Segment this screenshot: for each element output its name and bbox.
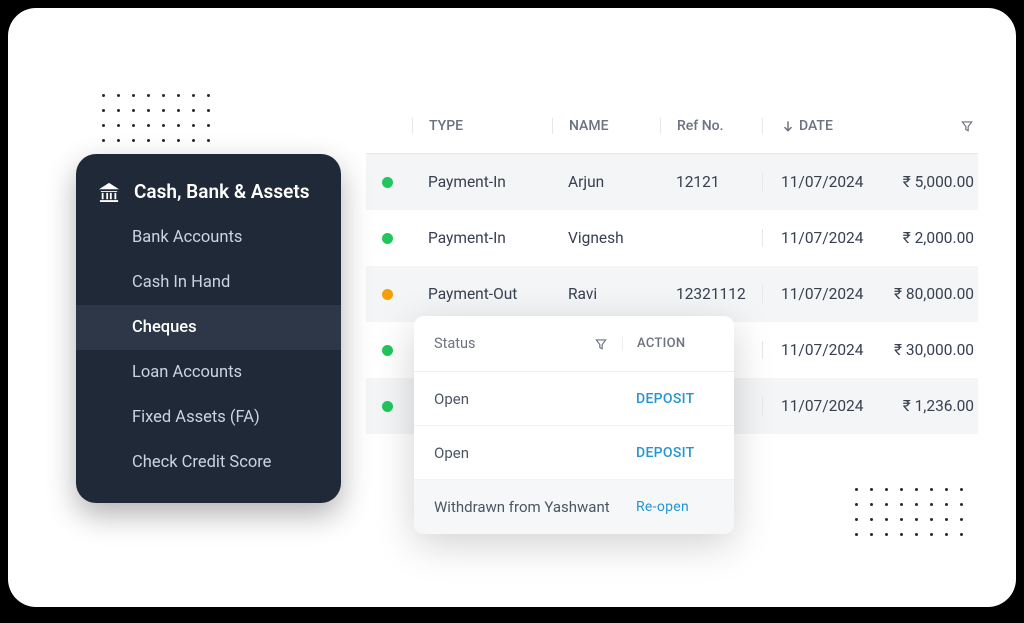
table-row[interactable]: Payment-OutRavi1232111211/07/2024₹ 80,00… xyxy=(366,266,978,322)
filter-icon[interactable] xyxy=(594,337,608,351)
popup-status: Open xyxy=(414,444,622,462)
table-header: TYPE NAME Ref No. DATE xyxy=(366,98,978,154)
cell-type: Payment-In xyxy=(412,173,552,191)
cell-ref: 12321112 xyxy=(660,285,762,303)
popup-action[interactable]: DEPOSIT xyxy=(622,391,734,407)
header-name[interactable]: NAME xyxy=(552,118,660,134)
cell-date: 11/07/2024 xyxy=(762,341,880,359)
cell-amount: ₹ 30,000.00 xyxy=(880,341,978,359)
app-frame: Cash, Bank & Assets Bank AccountsCash In… xyxy=(8,8,1016,607)
popup-action[interactable]: Re-open xyxy=(622,499,734,515)
popup-row: OpenDEPOSIT xyxy=(414,372,734,426)
popup-row: Withdrawn from YashwantRe-open xyxy=(414,480,734,534)
status-dot xyxy=(382,401,393,412)
cell-amount: ₹ 1,236.00 xyxy=(880,397,978,415)
decorative-dots-top xyxy=(102,94,211,143)
sidebar-item-check-credit-score[interactable]: Check Credit Score xyxy=(76,440,341,485)
popup-status: Open xyxy=(414,390,622,408)
popup-action[interactable]: DEPOSIT xyxy=(622,445,734,461)
cell-type: Payment-Out xyxy=(412,285,552,303)
popup-header-action: ACTION xyxy=(622,336,734,351)
bank-icon xyxy=(98,182,120,202)
cell-name: Arjun xyxy=(552,173,660,191)
cell-ref: 12121 xyxy=(660,173,762,191)
popup-header: Status ACTION xyxy=(414,316,734,372)
header-date[interactable]: DATE xyxy=(762,118,880,134)
status-dot xyxy=(382,177,393,188)
decorative-dots-bottom xyxy=(855,488,964,537)
status-popup: Status ACTION OpenDEPOSITOpenDEPOSITWith… xyxy=(414,316,734,534)
status-dot xyxy=(382,289,393,300)
cell-date: 11/07/2024 xyxy=(762,285,880,303)
table-row[interactable]: Payment-InArjun1212111/07/2024₹ 5,000.00 xyxy=(366,154,978,210)
header-filter[interactable] xyxy=(880,119,978,133)
sort-desc-icon xyxy=(781,119,795,133)
sidebar-item-loan-accounts[interactable]: Loan Accounts xyxy=(76,350,341,395)
header-type[interactable]: TYPE xyxy=(412,118,552,134)
cell-date: 11/07/2024 xyxy=(762,397,880,415)
sidebar-item-fixed-assets-fa-[interactable]: Fixed Assets (FA) xyxy=(76,395,341,440)
popup-header-status[interactable]: Status xyxy=(434,335,475,352)
status-dot xyxy=(382,233,393,244)
cell-amount: ₹ 5,000.00 xyxy=(880,173,978,191)
cell-date: 11/07/2024 xyxy=(762,173,880,191)
cell-type: Payment-In xyxy=(412,229,552,247)
table-row[interactable]: Payment-InVignesh 11/07/2024₹ 2,000.00 xyxy=(366,210,978,266)
sidebar: Cash, Bank & Assets Bank AccountsCash In… xyxy=(76,154,341,503)
cell-name: Vignesh xyxy=(552,229,660,247)
sidebar-title: Cash, Bank & Assets xyxy=(134,180,309,203)
cell-amount: ₹ 80,000.00 xyxy=(880,285,978,303)
sidebar-item-bank-accounts[interactable]: Bank Accounts xyxy=(76,215,341,260)
cell-name: Ravi xyxy=(552,285,660,303)
sidebar-item-cheques[interactable]: Cheques xyxy=(76,305,341,350)
header-ref[interactable]: Ref No. xyxy=(660,118,762,134)
cell-date: 11/07/2024 xyxy=(762,229,880,247)
cell-amount: ₹ 2,000.00 xyxy=(880,229,978,247)
popup-row: OpenDEPOSIT xyxy=(414,426,734,480)
sidebar-item-cash-in-hand[interactable]: Cash In Hand xyxy=(76,260,341,305)
popup-status: Withdrawn from Yashwant xyxy=(414,498,622,516)
status-dot xyxy=(382,345,393,356)
sidebar-header[interactable]: Cash, Bank & Assets xyxy=(76,172,341,215)
filter-icon xyxy=(960,119,974,133)
